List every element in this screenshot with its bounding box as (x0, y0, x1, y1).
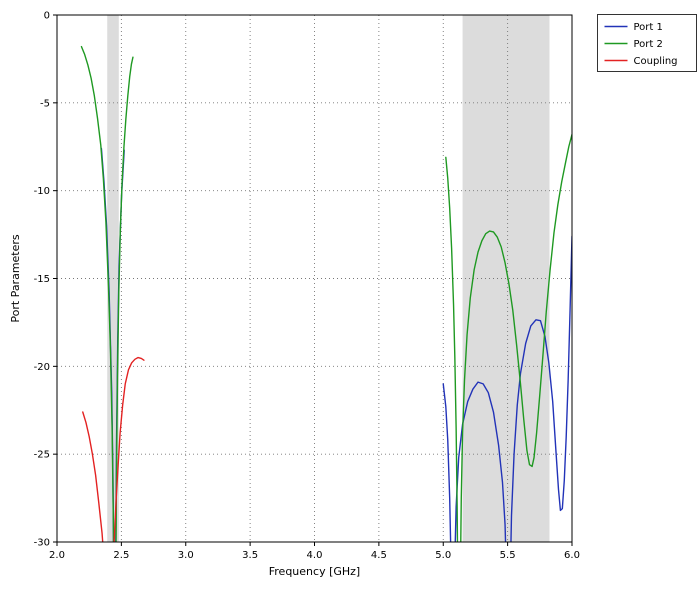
x-tick-label: 4.5 (371, 550, 387, 561)
shaded-band (462, 15, 550, 542)
x-tick-label: 4.0 (307, 550, 323, 561)
legend: Port 1 Port 2 Coupling (597, 14, 697, 72)
x-tick-label: 2.0 (49, 550, 65, 561)
x-tick-label: 5.5 (500, 550, 516, 561)
y-tick-label: -20 (34, 362, 50, 373)
y-tick-label: -10 (34, 186, 50, 197)
x-tick-label: 3.5 (242, 550, 258, 561)
series-line-port-1 (442, 235, 572, 542)
legend-item: Port 1 (604, 22, 663, 33)
y-axis-label: Port Parameters (9, 234, 22, 323)
x-axis-label: Frequency [GHz] (269, 565, 360, 578)
x-tick-label: 5.0 (435, 550, 451, 561)
y-tick-label: -25 (34, 450, 50, 461)
legend-label: Coupling (634, 56, 678, 67)
y-tick-label: -5 (40, 98, 50, 109)
legend-item: Port 2 (604, 39, 663, 50)
legend-label: Port 2 (634, 39, 663, 50)
x-tick-label: 2.5 (113, 550, 129, 561)
series-layer (80, 45, 572, 542)
series-line-coupling (82, 356, 145, 542)
y-tick-label: 0 (44, 11, 50, 22)
legend-label: Port 1 (634, 22, 663, 33)
y-tick-label: -30 (34, 538, 50, 549)
x-tick-label: 6.0 (564, 550, 580, 561)
y-tick-label: -15 (34, 274, 50, 285)
series-line-port-2 (80, 45, 134, 542)
legend-item: Coupling (604, 56, 678, 67)
x-tick-label: 3.0 (178, 550, 194, 561)
series-line-port-2 (445, 133, 572, 542)
